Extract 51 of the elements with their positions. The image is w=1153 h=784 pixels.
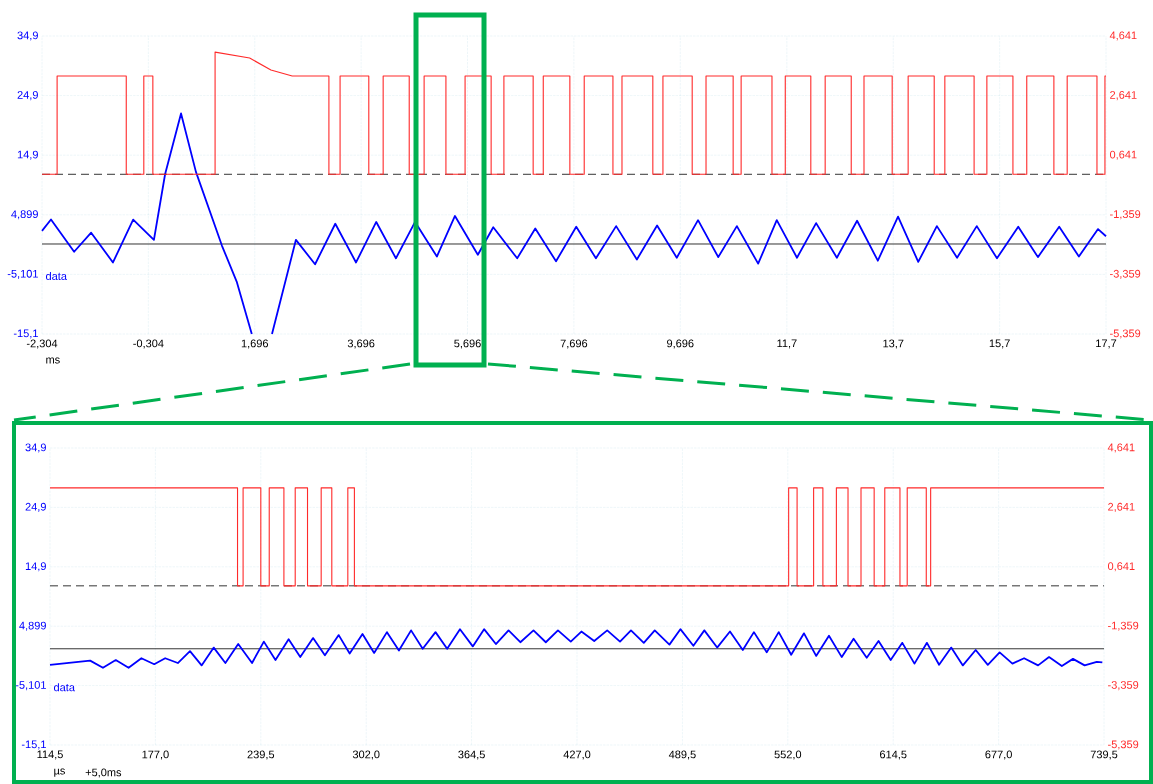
y-tick-label: -15,1 [21, 740, 46, 750]
x-tick-label: -0,304 [133, 339, 164, 349]
annotation: data [45, 271, 67, 281]
y-tick-label: 34,9 [25, 443, 46, 453]
x-tick-label: 114,5 [37, 750, 63, 760]
x-tick-label: 13,7 [883, 339, 904, 349]
x-tick-label: 489,5 [668, 750, 696, 760]
y2-tick-label: 0,641 [1109, 150, 1137, 160]
y2-tick-label: 2,641 [1108, 502, 1135, 512]
y2-tick-label: -1,359 [1108, 621, 1139, 631]
x-tick-label: 15,7 [989, 339, 1010, 349]
y2-tick-label: 4,641 [1107, 443, 1135, 453]
x-axis-title: µs [54, 768, 65, 777]
y2-tick-label: -3,359 [1110, 269, 1141, 279]
x-tick-label: 7,696 [560, 339, 588, 349]
y2-tick-label: 4,641 [1109, 31, 1137, 41]
y-tick-label: -15,1 [13, 329, 38, 339]
y2-tick-label: 2,641 [1110, 91, 1137, 101]
x-tick-label: 3,696 [347, 339, 375, 349]
x-tick-label: 11,7 [777, 339, 797, 349]
x-tick-label: 5,696 [454, 339, 481, 349]
x-tick-label: 177,0 [142, 750, 169, 760]
y2-tick-label: -3,359 [1108, 681, 1139, 691]
y-tick-label: -5,101 [15, 681, 46, 691]
y2-tick-label: -5,359 [1110, 329, 1141, 339]
x-tick-label: 677,0 [985, 750, 1012, 760]
x-tick-label: 239,5 [247, 750, 275, 760]
annotation: data [53, 683, 75, 692]
y-tick-label: -5,101 [7, 269, 38, 279]
x-tick-label: 552,0 [774, 750, 802, 760]
x-tick-label: -2,304 [26, 339, 58, 349]
x-tick-label: 364,5 [458, 750, 485, 760]
y-tick-label: 4,899 [19, 621, 46, 631]
x-tick-label: 9,696 [667, 339, 694, 349]
y-tick-label: 4,899 [11, 210, 38, 220]
y-tick-label: 34,9 [17, 31, 38, 41]
x-tick-label: 17,7 [1096, 339, 1117, 349]
x-tick-label: 427,0 [563, 750, 591, 760]
y2-tick-label: -1,359 [1110, 210, 1141, 220]
y-tick-label: 14,9 [17, 150, 38, 160]
text: +5,0ms [85, 768, 122, 778]
y2-tick-label: 0,641 [1107, 562, 1135, 572]
x-tick-label: 614,5 [880, 750, 907, 760]
x-tick-label: 739,5 [1090, 750, 1118, 760]
x-axis-title: ms [46, 357, 60, 364]
y2-tick-label: -5,359 [1108, 740, 1139, 750]
y-tick-label: 14,9 [25, 562, 46, 572]
x-tick-label: 1,696 [241, 339, 269, 349]
x-tick-label: 302,0 [352, 750, 380, 760]
y-tick-label: 24,9 [25, 502, 46, 512]
y-tick-label: 24,9 [17, 91, 38, 101]
